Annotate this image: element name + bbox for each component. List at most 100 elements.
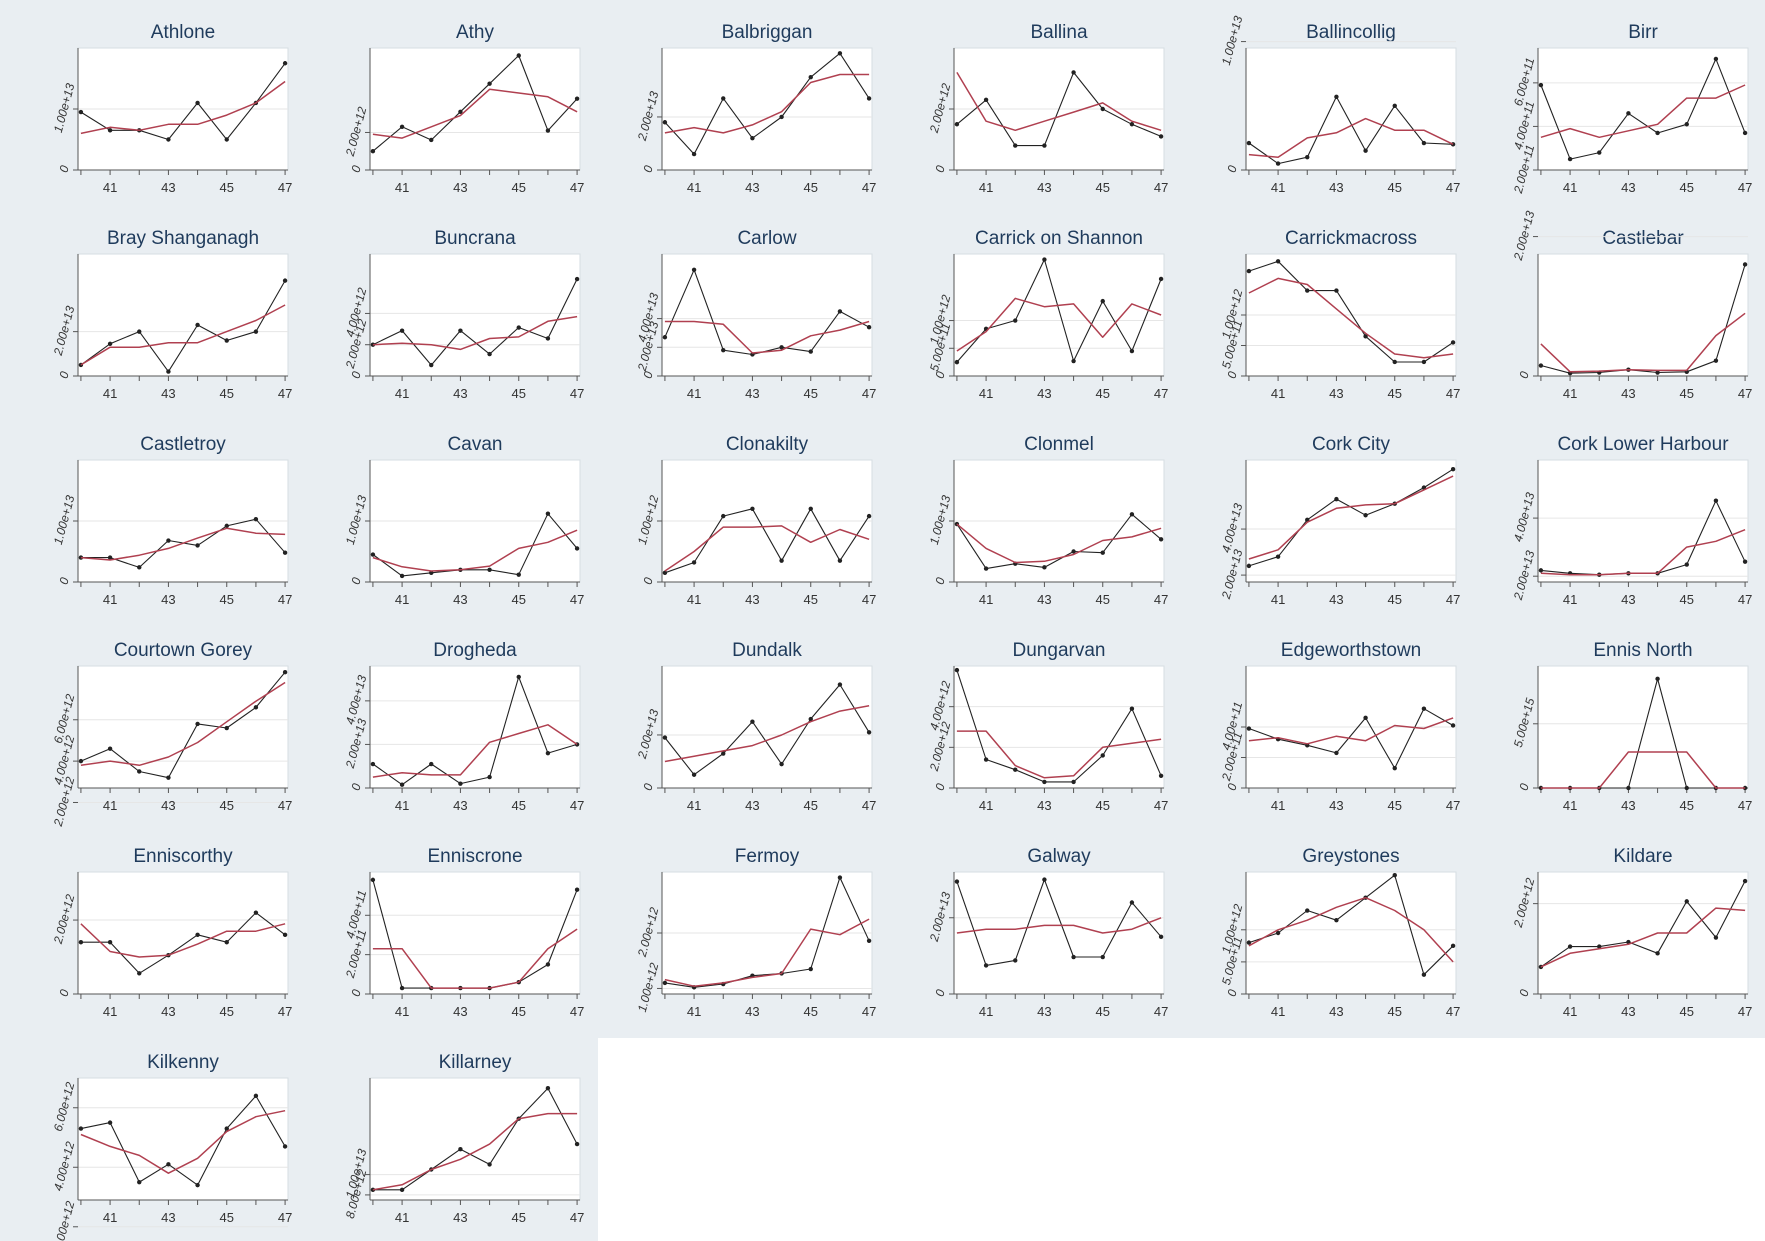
y-tick-label: 0: [933, 782, 948, 792]
plot-area: [369, 253, 581, 377]
series-smoothed-line: [372, 315, 578, 351]
data-point: [662, 570, 668, 576]
series-actual-line: [80, 280, 286, 373]
series-actual-line: [956, 513, 1162, 570]
data-point: [282, 932, 288, 938]
data-point: [691, 772, 697, 777]
data-point: [1305, 154, 1310, 160]
x-tick-label: 45: [1680, 386, 1694, 401]
x-tick-label: 47: [278, 180, 292, 195]
series-actual-line: [1248, 708, 1454, 769]
data-point: [750, 135, 755, 141]
data-point: [779, 345, 784, 350]
x-tick-label: 45: [804, 386, 818, 401]
data-point: [1158, 276, 1164, 282]
y-tick-label: 0: [933, 988, 948, 998]
data-point: [1158, 934, 1164, 940]
panel-title: Kilkenny: [147, 1052, 219, 1073]
y-tick-label: 0: [1225, 988, 1240, 998]
x-tick-label: 45: [220, 386, 234, 401]
data-point: [1042, 257, 1047, 262]
x-tick-label: 43: [1037, 386, 1051, 401]
x-tick-label: 45: [1096, 1004, 1110, 1019]
x-tick-label: 47: [570, 386, 584, 401]
x-tick-label: 41: [687, 798, 701, 813]
data-point: [1334, 288, 1339, 293]
x-tick-label: 43: [745, 180, 759, 195]
x-tick-label: 41: [103, 798, 117, 813]
data-point: [721, 96, 726, 101]
panel-title: Athy: [456, 22, 495, 43]
data-point: [1334, 917, 1339, 923]
series-actual-line: [372, 513, 578, 577]
data-point: [195, 721, 200, 727]
series-smoothed-line: [1248, 896, 1454, 963]
x-tick-label: 43: [1037, 798, 1051, 813]
data-point: [1246, 940, 1252, 945]
plot-area: [1537, 253, 1749, 377]
panel-title: Carrickmacross: [1285, 228, 1417, 249]
data-point: [1129, 512, 1135, 517]
data-point: [1275, 554, 1281, 559]
data-point: [1246, 268, 1252, 274]
data-point: [662, 120, 668, 125]
y-tick-label: 0: [1517, 370, 1532, 380]
data-point: [399, 782, 405, 787]
series-actual-line: [80, 1095, 286, 1186]
x-tick-label: 47: [570, 1210, 584, 1225]
data-point: [166, 369, 171, 374]
x-tick-label: 41: [103, 592, 117, 607]
data-point: [1421, 706, 1427, 711]
x-tick-label: 45: [804, 180, 818, 195]
data-point: [837, 51, 843, 56]
data-point: [166, 137, 171, 142]
data-point: [1334, 750, 1339, 756]
series-smoothed-line: [956, 523, 1162, 564]
series-actual-line: [956, 879, 1162, 966]
x-tick-label: 41: [395, 1004, 409, 1019]
y-tick-label: 0: [57, 576, 72, 586]
series-smoothed-line: [1540, 751, 1746, 789]
data-point: [1713, 56, 1719, 62]
x-tick-label: 45: [1388, 1004, 1402, 1019]
y-tick-label: 0: [1225, 782, 1240, 792]
x-tick-label: 41: [103, 386, 117, 401]
x-tick-label: 45: [1680, 180, 1694, 195]
data-point: [166, 775, 171, 780]
data-point: [282, 1144, 288, 1149]
data-point: [253, 1093, 259, 1099]
x-tick-label: 43: [453, 180, 467, 195]
data-point: [516, 325, 521, 330]
panel-title: Cork Lower Harbour: [1557, 434, 1729, 455]
x-tick-label: 43: [745, 1004, 759, 1019]
data-point: [1275, 930, 1281, 936]
x-tick-label: 47: [1154, 1004, 1168, 1019]
x-tick-label: 47: [1154, 386, 1168, 401]
data-point: [1158, 773, 1164, 778]
data-point: [137, 769, 142, 774]
data-point: [574, 546, 580, 551]
plot-area: [77, 871, 289, 995]
x-tick-label: 47: [1446, 798, 1460, 813]
data-point: [1363, 148, 1368, 153]
panel-title: Birr: [1628, 22, 1658, 43]
data-point: [779, 114, 784, 120]
x-tick-label: 41: [395, 1210, 409, 1225]
data-point: [107, 341, 113, 347]
data-point: [808, 74, 813, 80]
y-tick-label: 0: [57, 164, 72, 174]
data-point: [1684, 785, 1689, 791]
plot-area: [1537, 47, 1749, 171]
x-tick-label: 45: [1680, 798, 1694, 813]
series-actual-line: [372, 676, 578, 786]
data-point: [1305, 908, 1310, 913]
y-tick-label: 0: [1225, 164, 1240, 174]
series-smoothed-line: [1248, 117, 1454, 158]
x-tick-label: 45: [1388, 386, 1402, 401]
data-point: [1742, 130, 1748, 136]
